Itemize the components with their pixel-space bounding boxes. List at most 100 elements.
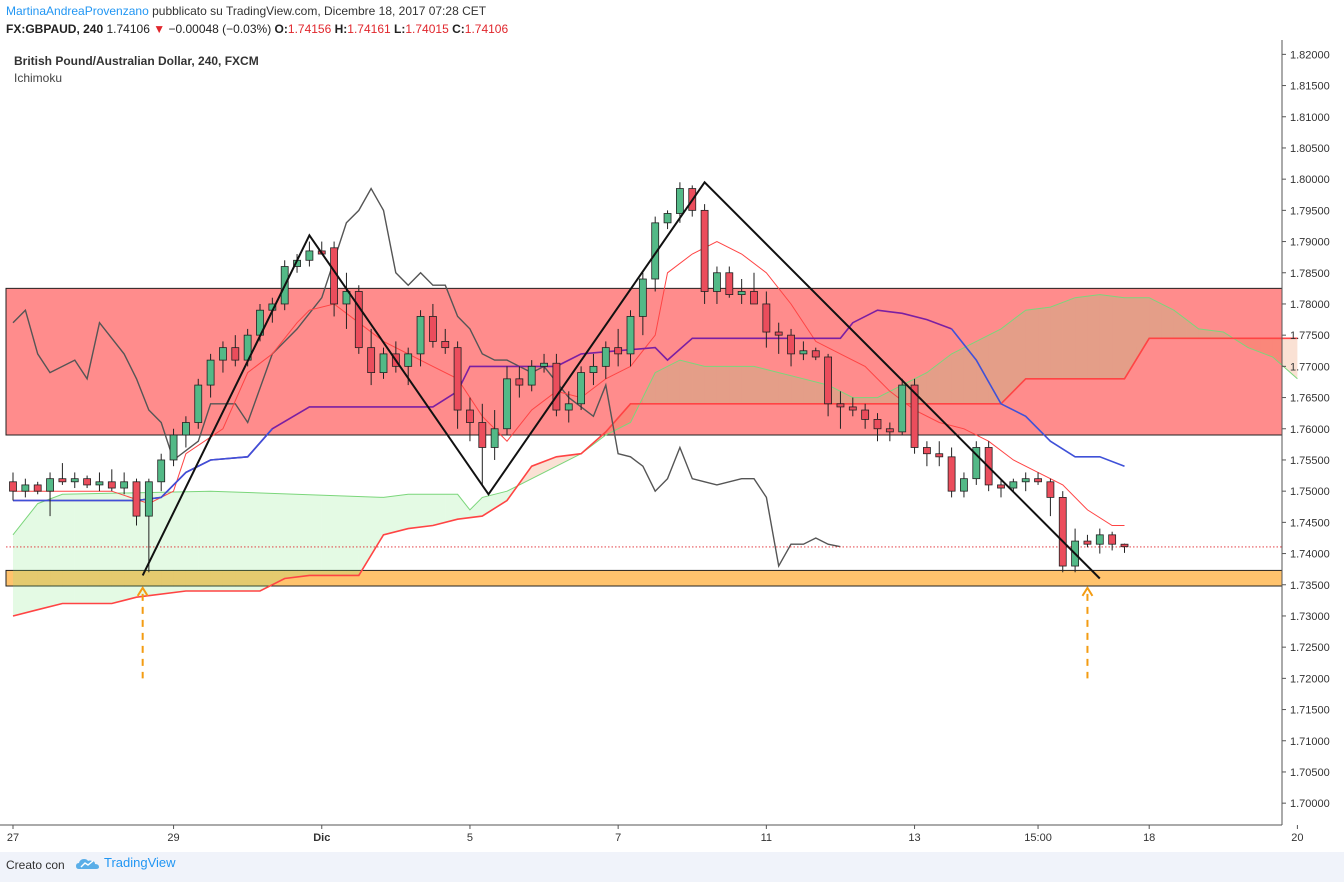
bear-candle-body <box>515 378 524 386</box>
candle <box>169 428 178 467</box>
price-tick-label: 1.77000 <box>1290 361 1330 373</box>
cloud-segment <box>1112 296 1125 379</box>
cloud-segment <box>716 366 730 404</box>
bear-candle-body <box>1083 540 1092 545</box>
bear-candle-body <box>428 316 437 342</box>
time-tick-label: 20 <box>1291 832 1303 844</box>
cloud-segment <box>334 495 347 576</box>
price-tick-label: 1.74500 <box>1290 517 1330 529</box>
bear-candle-body <box>935 453 944 458</box>
time-tick-label: Dic <box>313 832 330 844</box>
price-tick-label: 1.71500 <box>1290 705 1330 717</box>
cloud-segment <box>284 493 298 579</box>
candle <box>428 303 437 348</box>
down-arrow-icon: ▼ <box>153 22 166 36</box>
bull-candle-body <box>577 372 585 405</box>
cloud-segment <box>729 366 742 404</box>
candle <box>663 210 672 230</box>
cloud-segment <box>445 494 458 523</box>
cloud-segment <box>358 496 372 576</box>
bull-candle-body <box>626 316 635 355</box>
candle <box>515 366 524 398</box>
candle <box>1120 543 1129 553</box>
candle <box>206 353 215 398</box>
price-tick-label: 1.74000 <box>1290 549 1330 561</box>
cloud-segment <box>469 497 483 518</box>
tradingview-brand: TradingView <box>104 855 176 870</box>
price-tick-label: 1.70000 <box>1290 798 1330 810</box>
bull-candle-body <box>169 434 178 461</box>
price-tick-label: 1.71000 <box>1290 736 1330 748</box>
candle <box>1046 478 1055 517</box>
candle <box>441 328 450 354</box>
price-tick-label: 1.78500 <box>1290 268 1330 280</box>
candle <box>342 272 351 329</box>
cloud-segment <box>494 491 507 509</box>
indicator-label[interactable]: Ichimoku <box>14 71 63 85</box>
price-change: −0.00048 (−0.03%) <box>168 22 272 36</box>
created-with-label: Creato con <box>6 858 65 872</box>
price-tick-label: 1.81000 <box>1290 112 1330 124</box>
bull-candle-body <box>676 188 684 214</box>
up-arrow-icon <box>136 585 149 597</box>
cloud-segment <box>1062 297 1076 379</box>
price-tick-label: 1.75000 <box>1290 486 1330 498</box>
bear-candle-body <box>824 356 832 405</box>
close-value: 1.74106 <box>464 22 509 36</box>
price-chart[interactable]: 1.82000 1.81500 1.81000 1.80500 1.80000 1.795… <box>0 40 1344 852</box>
bull-candle-body <box>95 481 104 486</box>
candle <box>305 241 314 267</box>
candle <box>33 481 42 495</box>
price-tick-label: 1.76000 <box>1290 424 1330 436</box>
high-value: 1.74161 <box>347 22 391 36</box>
cloud-segment <box>1013 310 1026 392</box>
candle <box>1021 472 1030 492</box>
bear-candle-body <box>885 428 894 433</box>
close-label: C: <box>452 22 465 36</box>
bull-candle-body <box>157 459 166 483</box>
cloud-segment <box>741 366 754 404</box>
candle <box>83 475 91 489</box>
kijun-sen-line-end <box>950 328 1125 467</box>
price-tick-label: 1.72500 <box>1290 642 1330 654</box>
price-tick-label: 1.78000 <box>1290 299 1330 311</box>
time-tick-label: 5 <box>467 832 473 844</box>
bear-candle-body <box>811 350 820 358</box>
cloud-segment <box>655 366 668 404</box>
chart-panel[interactable]: 1.82000 1.81500 1.81000 1.80500 1.80000 1.795… <box>0 40 1344 852</box>
price-tick-label: 1.72000 <box>1290 673 1330 685</box>
bear-candle-body <box>725 272 734 295</box>
bear-candle-body <box>861 409 870 420</box>
candle <box>120 472 129 495</box>
price-tick-label: 1.81500 <box>1290 81 1330 93</box>
tradingview-link[interactable]: TradingView <box>76 855 176 871</box>
author-link[interactable]: MartinaAndreaProvenzano <box>6 4 149 18</box>
candle <box>231 335 240 367</box>
bear-candle-body <box>441 340 450 349</box>
candle <box>490 410 499 460</box>
candle <box>46 472 54 517</box>
price-tick-label: 1.79500 <box>1290 205 1330 217</box>
bull-candle-body <box>540 362 548 367</box>
cloud-segment <box>1050 302 1063 379</box>
price-tick-label: 1.79000 <box>1290 237 1330 249</box>
cloud-segment <box>50 494 63 607</box>
cloud-segment <box>420 494 433 528</box>
candle <box>219 341 227 373</box>
bull-candle-body <box>972 447 981 480</box>
cloud-segment <box>297 494 310 577</box>
cloud-segment <box>1124 297 1137 379</box>
cloud-segment <box>62 494 75 604</box>
bull-candle-body <box>305 250 314 261</box>
price-tick-label: 1.70500 <box>1290 767 1330 779</box>
cloud-segment <box>185 491 199 591</box>
candle <box>848 397 857 417</box>
open-label: O: <box>274 22 288 36</box>
bull-candle-body <box>589 365 598 373</box>
candle <box>416 310 425 367</box>
cloud-segment <box>321 495 335 576</box>
bear-candle-body <box>83 478 91 486</box>
candle <box>824 353 832 417</box>
bear-candle-body <box>873 418 882 430</box>
cloud-segment <box>963 341 977 404</box>
